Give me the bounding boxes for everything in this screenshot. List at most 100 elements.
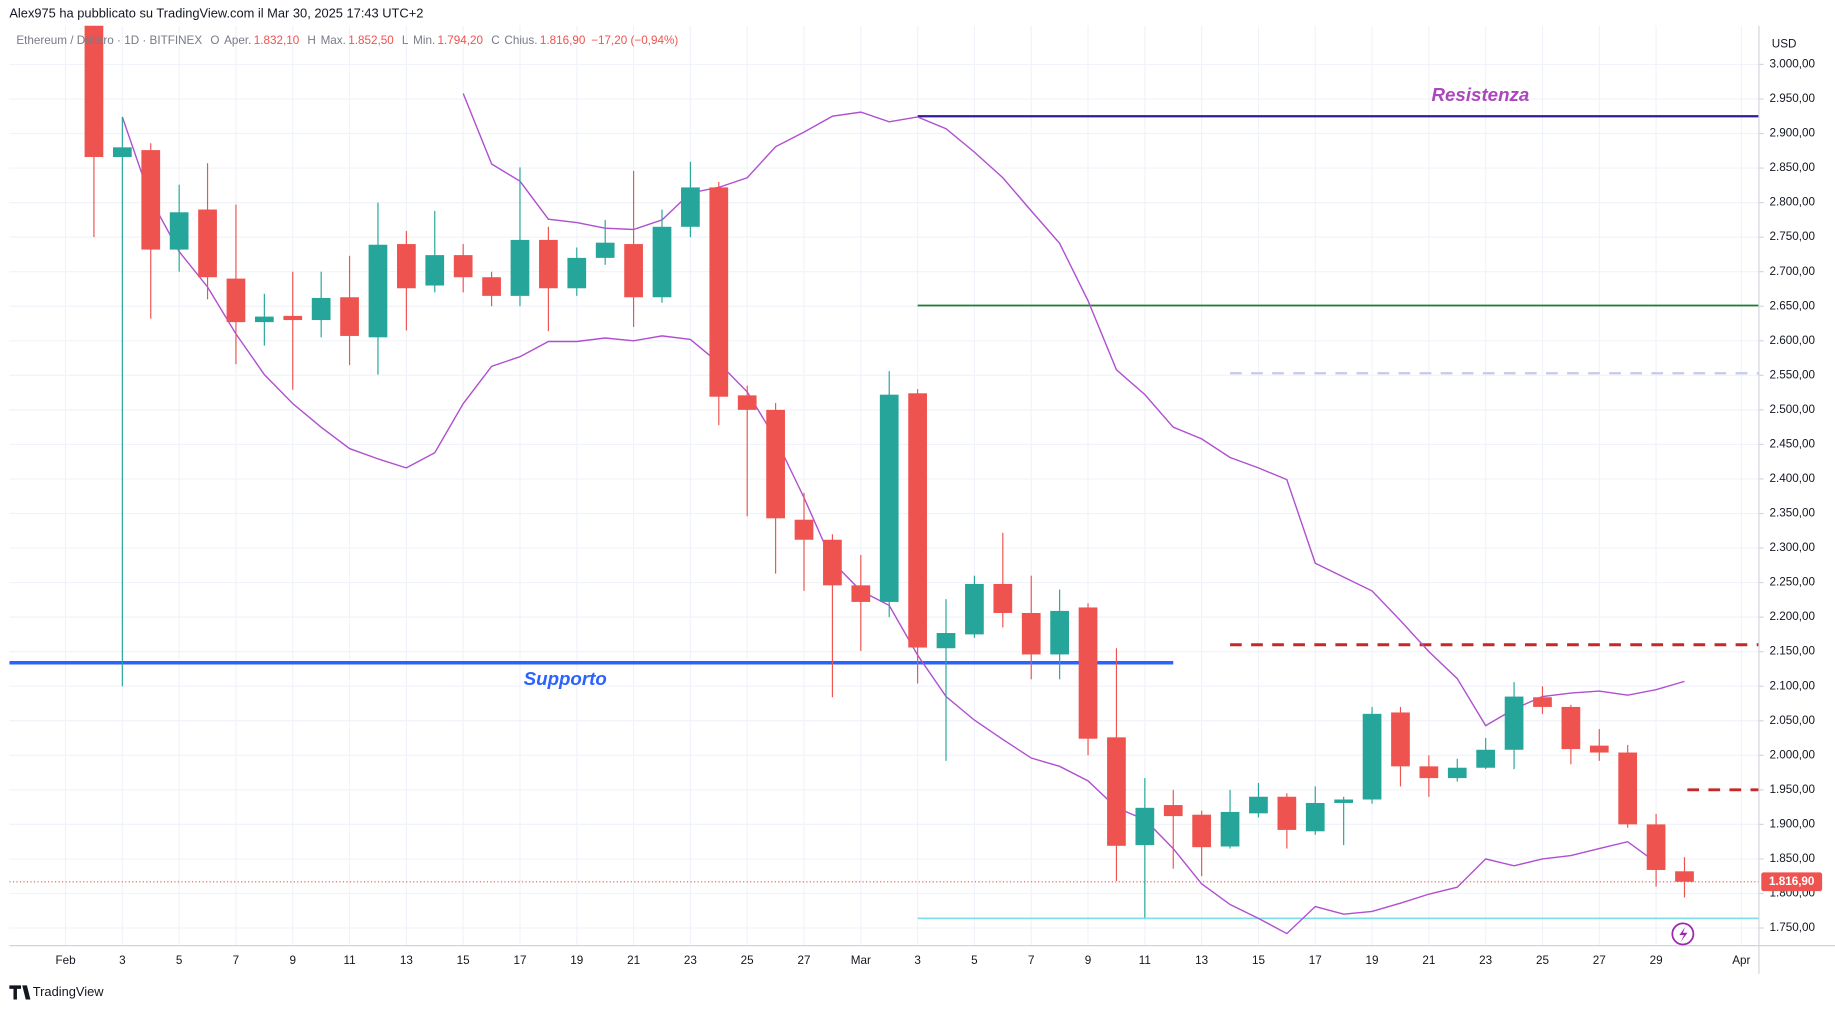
y-tick-label: 2.600,00 [1769,334,1815,347]
y-tick-label: 2.800,00 [1769,196,1815,209]
legend-change: −17,20 (−0,94%) [591,34,678,47]
candle-body [283,315,303,321]
candle-body [1163,805,1183,817]
x-tick-label: 3 [914,954,921,967]
y-tick-label: 2.900,00 [1769,127,1815,140]
y-tick-label: 2.400,00 [1769,472,1815,485]
legend-key: O [210,34,219,47]
x-tick-label: 13 [1195,954,1208,967]
candle-body [1078,607,1098,739]
x-tick-label: 15 [1252,954,1265,967]
candle-body [141,150,161,250]
candle-body [709,187,729,397]
candle-body [198,209,217,278]
candle-body [1334,799,1354,803]
y-tick-label: 2.950,00 [1769,92,1815,105]
y-tick-label: 2.550,00 [1769,368,1815,381]
x-tick-label: Apr [1732,954,1750,967]
candle-body [84,25,104,158]
x-tick-label: 19 [570,954,583,967]
candle-body [851,585,871,602]
candle-body [908,393,927,648]
candle-body [567,257,587,289]
candle-body [1249,796,1268,814]
watermark-icon[interactable] [1671,922,1695,946]
candle-body [993,583,1013,613]
candle-body [1192,814,1212,848]
y-tick-label: 2.700,00 [1769,265,1815,278]
y-tick-label: 3.000,00 [1769,58,1815,71]
candle-body [368,244,388,338]
candle-body [823,539,842,586]
y-tick-label: 2.350,00 [1769,507,1815,520]
x-tick-label: 19 [1366,954,1379,967]
candle-body [1362,713,1382,800]
legend-name: Chius. [504,34,537,47]
header: Alex975 ha pubblicato su TradingView.com… [9,5,423,20]
legend-key: H [307,34,315,47]
candle-body [1646,824,1666,870]
candle-body [1589,745,1609,753]
x-tick-label: 11 [343,954,355,967]
x-tick-label: 17 [513,954,526,967]
candle-body [112,147,132,158]
x-tick-label: Feb [55,954,76,967]
x-tick-label: 25 [741,954,754,967]
x-tick-label: 13 [400,954,413,967]
candle-body [681,187,700,227]
candle-body [1135,807,1155,846]
candle-body [1107,737,1126,846]
legend-value: 1.816,90 [540,34,586,47]
candle-body [1277,796,1297,830]
footer: TradingView [33,984,104,999]
x-tick-label: 9 [289,954,296,967]
candle-body [1021,612,1041,655]
legend-key: L [402,34,409,47]
x-tick-label: 29 [1650,954,1663,967]
x-tick-label: 23 [1479,954,1492,967]
x-tick-label: 5 [176,954,183,967]
candle-body [766,409,785,519]
x-tick-label: 5 [971,954,978,967]
axes: 1.750,001.800,001.850,001.900,001.950,00… [55,58,1815,967]
y-tick-label: 1.750,00 [1769,921,1815,934]
candle-body [737,395,757,410]
y-tick-label: 2.050,00 [1769,714,1815,727]
last-price-tag [1761,872,1823,892]
legend: Ethereum / Dollaro · 1D · BITFINEX O Aper.… [16,34,678,47]
candle-body [1391,712,1410,767]
y-tick-label: 2.200,00 [1769,610,1815,623]
legend-key: C [491,34,499,47]
x-tick-label: 3 [119,954,126,967]
plot-area [9,25,1759,935]
candle-body [1050,610,1069,655]
legend-value: 1.852,50 [348,34,394,47]
candle-body [510,239,530,296]
annotation: Resistenza [1431,84,1529,105]
y-tick-label: 2.100,00 [1769,679,1815,692]
candle-body [397,244,416,289]
candle-body [595,242,615,258]
y-tick-label: 2.000,00 [1769,748,1815,761]
legend-value: 1.832,10 [254,34,300,47]
watermark-bolt [1679,926,1688,943]
candle-body [1305,802,1325,832]
candle-body [965,583,984,635]
candle-body [794,519,814,540]
candle-body [624,244,643,298]
candle-body [425,255,445,286]
legend-symbol: Ethereum / Dollaro · 1D · BITFINEX [16,34,202,47]
candle-body [169,212,189,250]
x-tick-label: 27 [1593,954,1606,967]
x-tick-label: 7 [233,954,240,967]
candle-body [1561,706,1581,750]
candle-body [1476,749,1496,768]
y-tick-label: 1.900,00 [1769,817,1815,830]
x-tick-label: 17 [1309,954,1322,967]
x-tick-label: 27 [797,954,810,967]
candle-body [1419,766,1439,779]
candle-body [539,239,558,289]
candle-body [226,278,246,323]
